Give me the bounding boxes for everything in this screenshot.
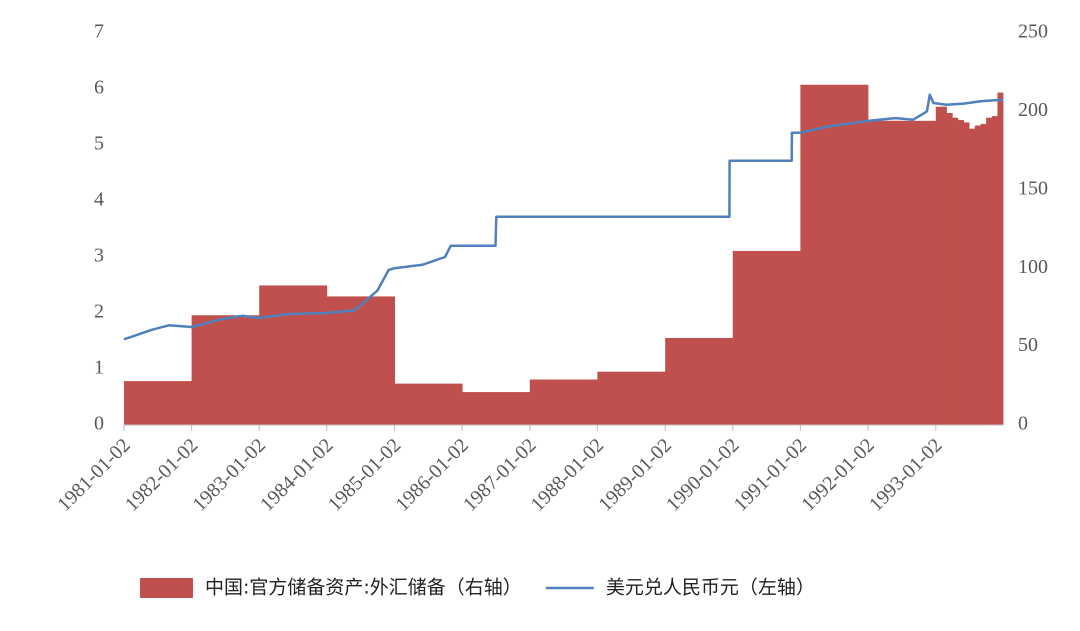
y2-tick-label: 150: [1018, 177, 1048, 199]
bar: [991, 116, 998, 425]
x-tick-label: 1992-01-02: [797, 434, 879, 516]
bar: [732, 250, 801, 425]
bar: [529, 379, 598, 425]
bar: [935, 106, 942, 426]
bar: [952, 117, 959, 425]
x-tick-label: 1982-01-02: [121, 434, 203, 516]
y2-tick-label: 250: [1018, 21, 1048, 43]
x-tick-label: 1991-01-02: [730, 434, 812, 516]
bar: [394, 383, 463, 425]
bar: [462, 392, 531, 425]
bar: [969, 128, 976, 425]
bar: [259, 285, 328, 425]
x-tick-label: 1985-01-02: [324, 434, 406, 516]
y2-tick-label: 200: [1018, 99, 1048, 121]
y-tick-label: 7: [94, 21, 104, 43]
bar: [997, 92, 1004, 426]
bar: [963, 122, 970, 425]
y2-tick-label: 50: [1018, 334, 1038, 356]
y-tick-label: 5: [94, 133, 104, 155]
y-tick-label: 3: [94, 245, 104, 267]
bar: [665, 337, 734, 425]
line: [123, 93, 1004, 341]
y2-tick-label: 0: [1018, 413, 1028, 435]
x-tick-label: 1988-01-02: [527, 434, 609, 516]
bar: [867, 120, 937, 426]
y-tick-label: 2: [94, 301, 104, 323]
x-tick-label: 1983-01-02: [188, 434, 270, 516]
bar: [986, 117, 993, 425]
bar: [974, 125, 981, 426]
x-tick-label: 1981-01-02: [53, 434, 135, 516]
y-tick-label: 1: [94, 357, 104, 379]
x-tick-label: 1987-01-02: [459, 434, 541, 516]
legend-label: 美元兑人民币元（左轴）: [606, 577, 815, 599]
x-tick-label: 1986-01-02: [391, 434, 473, 516]
x-tick-label: 1990-01-02: [662, 434, 744, 516]
bar: [326, 296, 395, 425]
bar: [597, 371, 666, 425]
bar: [191, 315, 260, 425]
bar: [800, 84, 869, 425]
bar: [946, 112, 953, 425]
legend: 中国:官方储备资产:外汇储备（右轴） 美元兑人民币元（左轴）: [140, 577, 815, 599]
y2-tick-label: 100: [1018, 256, 1048, 278]
x-tick-label: 1984-01-02: [256, 434, 338, 516]
legend-label: 中国:官方储备资产:外汇储备（右轴）: [205, 577, 522, 599]
bar: [957, 120, 964, 426]
x-tick-label: 1989-01-02: [594, 434, 676, 516]
x-tick-label: 1993-01-02: [865, 434, 947, 516]
y-tick-label: 4: [94, 189, 104, 211]
bar: [980, 123, 987, 425]
legend-swatch: [140, 578, 193, 598]
bar: [941, 106, 947, 426]
bar: [124, 381, 193, 425]
y-tick-label: 6: [94, 77, 104, 99]
y-tick-label: 0: [94, 413, 104, 435]
